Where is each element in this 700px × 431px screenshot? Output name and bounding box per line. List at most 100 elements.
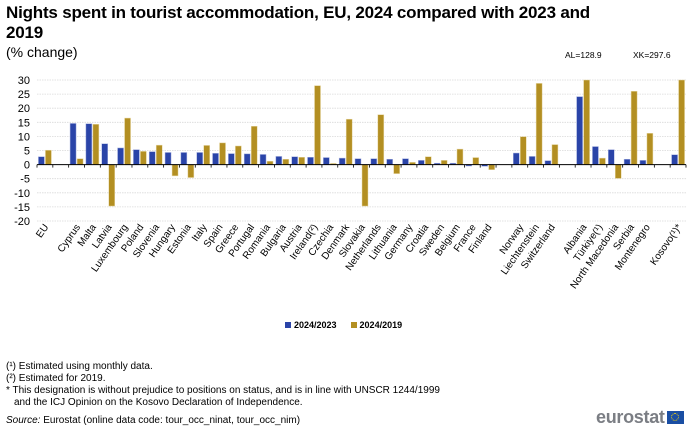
bar-2024-2023[interactable]	[307, 157, 314, 165]
legend-swatch-2024-2023	[285, 322, 291, 328]
eu-flag-icon	[666, 410, 684, 424]
bar-2024-2019[interactable]	[171, 164, 179, 177]
bar-2024-2023[interactable]	[85, 123, 93, 165]
bar-2024-2023[interactable]	[544, 160, 552, 165]
footnote-kosovo: * This designation is without prejudice …	[6, 385, 440, 396]
y-tick-label: 15	[18, 117, 30, 129]
bar-2024-2023[interactable]	[671, 154, 678, 165]
bar-2024-2019[interactable]	[314, 85, 321, 165]
source-text: Eurostat (online data code: tour_occ_nin…	[40, 415, 301, 426]
bar-2024-2023[interactable]	[402, 158, 409, 165]
bar-2024-2019[interactable]	[646, 133, 654, 165]
bar-2024-2023[interactable]	[338, 157, 346, 165]
bar-2024-2023[interactable]	[212, 153, 219, 165]
bar-2024-2019[interactable]	[187, 164, 195, 178]
bar-2024-2023[interactable]	[576, 96, 583, 165]
bar-2024-2023[interactable]	[243, 153, 251, 165]
y-tick-label: 5	[24, 146, 30, 158]
bar-2024-2019[interactable]	[615, 164, 622, 179]
bar-2024-2019[interactable]	[488, 164, 495, 170]
footnotes: (¹) Estimated using monthly data. (²) Es…	[6, 361, 440, 409]
bar-2024-2023[interactable]	[386, 158, 393, 165]
chart-subtitle: (% change)	[6, 44, 78, 60]
eurostat-logo: eurostat	[596, 408, 684, 426]
bar-2024-2023[interactable]	[513, 152, 520, 165]
bar-2024-2023[interactable]	[291, 156, 298, 165]
y-tick-label: -10	[14, 188, 30, 200]
bar-2024-2019[interactable]	[456, 148, 464, 165]
source-label: Source:	[6, 415, 41, 426]
bar-2024-2019[interactable]	[630, 91, 638, 165]
y-tick-label: -15	[14, 202, 30, 214]
bar-2024-2019[interactable]	[124, 117, 131, 165]
bar-2024-2019[interactable]	[535, 83, 543, 165]
bar-2024-2023[interactable]	[528, 156, 536, 165]
legend: 2024/2023 2024/2019	[285, 320, 402, 330]
bar-2024-2019[interactable]	[282, 158, 290, 165]
y-tick-label: -20	[14, 216, 30, 228]
annotation-kosovo: XK=297.6	[633, 50, 671, 60]
bar-2024-2019[interactable]	[520, 136, 527, 165]
legend-swatch-2024-2019	[350, 322, 357, 328]
bar-2024-2023[interactable]	[354, 158, 362, 165]
bar-2024-2023[interactable]	[69, 123, 77, 165]
bar-2024-2019[interactable]	[425, 156, 432, 165]
bar-2024-2019[interactable]	[440, 160, 448, 165]
bar-2024-2019[interactable]	[219, 142, 226, 165]
y-tick-label: 30	[18, 75, 30, 87]
bar-2024-2019[interactable]	[361, 164, 369, 207]
bar-2024-2019[interactable]	[472, 157, 480, 165]
bar-2024-2019[interactable]	[266, 160, 274, 165]
bar-2024-2019[interactable]	[250, 125, 258, 165]
legend-item-2024-2023[interactable]: 2024/2023	[285, 320, 337, 330]
y-tick-label: 25	[18, 89, 30, 101]
bar-2024-2023[interactable]	[639, 160, 647, 165]
bar-2024-2019[interactable]	[108, 164, 115, 207]
x-tick-label: Kosovo(¹)*	[648, 222, 684, 267]
bar-2024-2019[interactable]	[140, 151, 147, 165]
bar-2024-2023[interactable]	[608, 149, 615, 165]
bar-2024-2019[interactable]	[393, 164, 400, 174]
bar-2024-2019[interactable]	[551, 144, 559, 165]
bar-2024-2023[interactable]	[133, 149, 140, 165]
y-tick-label: 10	[18, 131, 30, 143]
bar-2024-2023[interactable]	[370, 158, 378, 165]
bar-2024-2019[interactable]	[45, 149, 52, 165]
bar-2024-2019[interactable]	[155, 144, 163, 165]
bar-2024-2019[interactable]	[583, 79, 590, 165]
x-tick-label: EU	[34, 222, 51, 240]
bar-2024-2023[interactable]	[259, 154, 267, 165]
bar-2024-2023[interactable]	[117, 147, 124, 165]
bar-2024-2023[interactable]	[180, 152, 188, 165]
bar-2024-2019[interactable]	[76, 158, 84, 165]
y-tick-label: -5	[20, 174, 30, 186]
footnote-kosovo-cont: and the ICJ Opinion on the Kosovo Declar…	[14, 397, 303, 408]
bar-2024-2023[interactable]	[148, 151, 156, 165]
source-note: Source: Eurostat (online data code: tour…	[6, 415, 300, 426]
bar-2024-2019[interactable]	[345, 118, 353, 165]
legend-item-2024-2019[interactable]: 2024/2019	[350, 320, 403, 330]
bar-2024-2023[interactable]	[164, 152, 172, 165]
bar-2024-2023[interactable]	[418, 160, 425, 165]
bar-2024-2019[interactable]	[599, 157, 606, 165]
logo-text: eurostat	[596, 407, 665, 427]
bar-2024-2023[interactable]	[196, 152, 203, 165]
bar-2024-2023[interactable]	[101, 143, 108, 165]
bar-2024-2023[interactable]	[38, 156, 45, 165]
bar-2024-2023[interactable]	[623, 158, 631, 165]
bar-2024-2023[interactable]	[228, 153, 235, 165]
bar-2024-2019[interactable]	[298, 157, 305, 165]
bar-2024-2019[interactable]	[235, 145, 242, 165]
bar-2024-2019[interactable]	[678, 79, 685, 165]
bar-2024-2023[interactable]	[323, 157, 330, 165]
legend-label: 2024/2023	[294, 320, 337, 330]
bar-2024-2023[interactable]	[275, 156, 283, 165]
legend-label: 2024/2019	[359, 320, 403, 330]
bar-2024-2019[interactable]	[203, 145, 210, 165]
y-tick-label: 0	[24, 160, 30, 172]
bar-2024-2023[interactable]	[592, 146, 599, 165]
bar-2024-2019[interactable]	[92, 124, 100, 165]
bar-2024-2019[interactable]	[377, 114, 385, 165]
footnote-2: (²) Estimated for 2019.	[6, 373, 106, 384]
